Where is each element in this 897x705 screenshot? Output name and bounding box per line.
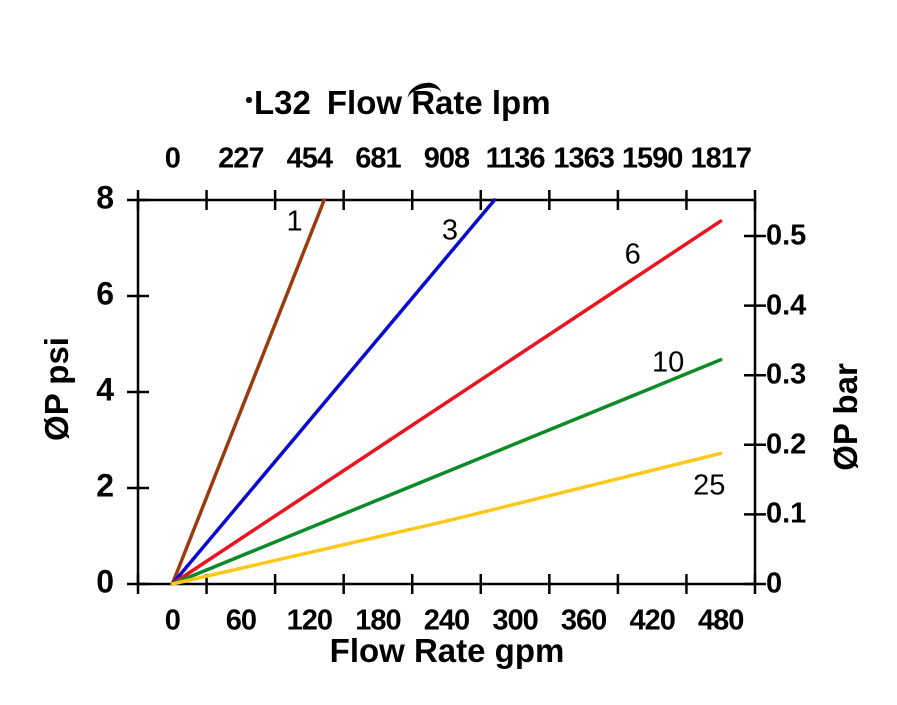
bottom-axis-label: 300 xyxy=(492,604,538,637)
top-axis-label: 1363 xyxy=(553,142,615,175)
curve-label-25: 25 xyxy=(693,469,726,502)
left-axis-label: 2 xyxy=(96,467,114,504)
bottom-axis-label: 420 xyxy=(629,604,675,637)
right-axis-label: 0.2 xyxy=(766,428,807,461)
series-line-25 xyxy=(170,451,723,586)
top-axis-label: 227 xyxy=(218,142,264,175)
top-axis-label: 908 xyxy=(423,142,470,175)
model-label: L32 xyxy=(254,84,311,121)
chart-title-row: L32 Flow Rate lpm xyxy=(254,84,551,122)
bottom-axis-label: 480 xyxy=(698,604,744,637)
right-axis-label: 0.1 xyxy=(766,497,807,530)
curve-label-1: 1 xyxy=(286,205,303,238)
bottom-axis-label: 0 xyxy=(164,604,181,637)
series-line-3 xyxy=(170,198,497,586)
curve-label-3: 3 xyxy=(441,214,458,247)
top-axis-label: 681 xyxy=(355,142,401,175)
series-line-1 xyxy=(170,198,326,586)
left-axis-label: 8 xyxy=(96,179,114,216)
top-axis-label: 1136 xyxy=(485,142,546,175)
bottom-axis-label: 180 xyxy=(355,604,401,637)
x-axis-title-gpm: Flow Rate gpm xyxy=(329,632,565,669)
scan-artifact-dot xyxy=(246,97,252,103)
series-line-10 xyxy=(170,358,723,586)
curve-label-6: 6 xyxy=(624,238,641,271)
right-axis-label: 0.5 xyxy=(766,219,807,252)
curve-label-10: 10 xyxy=(652,346,685,379)
left-axis-label: 6 xyxy=(96,275,114,312)
right-axis-label: 0 xyxy=(766,567,783,600)
right-axis-label: 0.3 xyxy=(766,358,807,391)
bottom-axis-label: 60 xyxy=(225,604,257,637)
bottom-axis-label: 240 xyxy=(423,604,470,637)
top-axis-label: 0 xyxy=(164,142,181,175)
top-axis-label: 454 xyxy=(286,142,333,175)
bottom-axis-label: 360 xyxy=(560,604,607,637)
right-axis-label: 0.4 xyxy=(766,289,807,322)
left-axis-label: 4 xyxy=(96,371,114,408)
top-axis-label: 1817 xyxy=(690,142,752,175)
series-line-6 xyxy=(170,219,723,586)
left-axis-label: 0 xyxy=(96,563,114,600)
bottom-axis-label: 120 xyxy=(286,604,333,637)
top-axis-label: 1590 xyxy=(621,142,684,175)
chart-title: Flow Rate lpm xyxy=(326,84,551,121)
